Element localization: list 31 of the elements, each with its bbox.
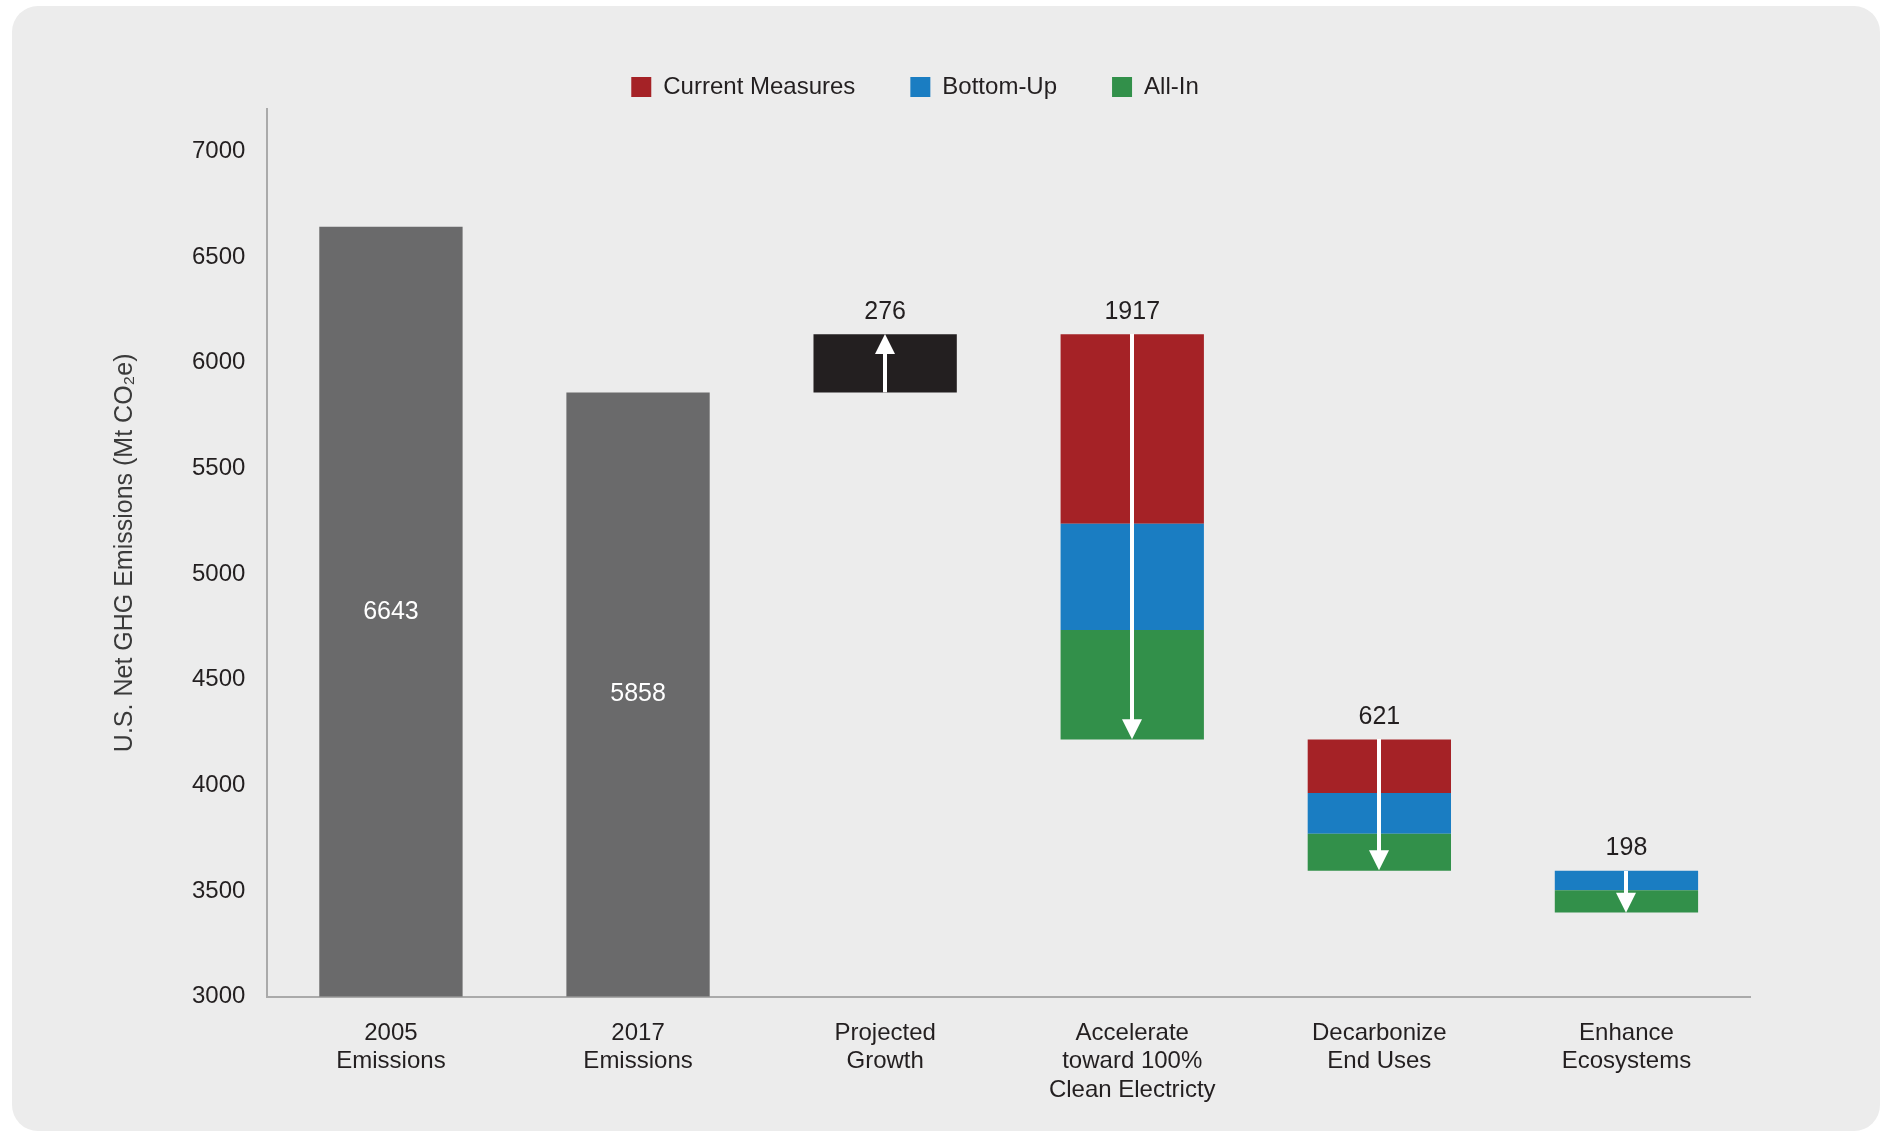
data-label: 5858 <box>610 678 666 707</box>
x-tick-label: Projected Growth <box>834 1017 936 1074</box>
x-tick-label: Accelerate toward 100% Clean Electricty <box>1048 1017 1216 1103</box>
bar <box>1554 890 1699 913</box>
x-tick-label: Enhance Ecosystems <box>1561 1017 1692 1074</box>
annotation: 276 <box>864 295 906 324</box>
annotation: 621 <box>1358 700 1401 729</box>
x-tick-label: Decarbonize End Uses <box>1311 1017 1447 1074</box>
y-tick-label: 6000 <box>192 347 246 375</box>
data-label: 6643 <box>363 595 419 624</box>
y-tick-label: 6500 <box>192 241 246 269</box>
legend-label: Current Measures <box>663 71 856 99</box>
x-tick-label: 2017 Emissions <box>583 1017 693 1074</box>
y-tick-label: 3500 <box>192 875 246 903</box>
y-tick-label: 5000 <box>192 558 246 586</box>
legend-label: Bottom-Up <box>942 71 1058 99</box>
x-tick-label: 2005 Emissions <box>336 1017 446 1074</box>
y-tick-label: 7000 <box>192 135 246 163</box>
legend-label: All-In <box>1144 71 1199 99</box>
bar <box>1554 870 1699 891</box>
annotation: 1917 <box>1104 295 1161 324</box>
bar <box>1060 629 1204 740</box>
annotation: 198 <box>1605 832 1648 861</box>
bar <box>1307 833 1452 871</box>
y-axis-title: U.S. Net GHG Emissions (Mt CO₂e) <box>108 353 137 753</box>
y-tick-label: 4000 <box>192 769 246 797</box>
y-tick-label: 3000 <box>192 981 246 1009</box>
bar <box>1060 523 1204 630</box>
bar <box>813 334 957 393</box>
y-tick-label: 5500 <box>192 452 246 480</box>
y-tick-label: 4500 <box>192 664 246 692</box>
